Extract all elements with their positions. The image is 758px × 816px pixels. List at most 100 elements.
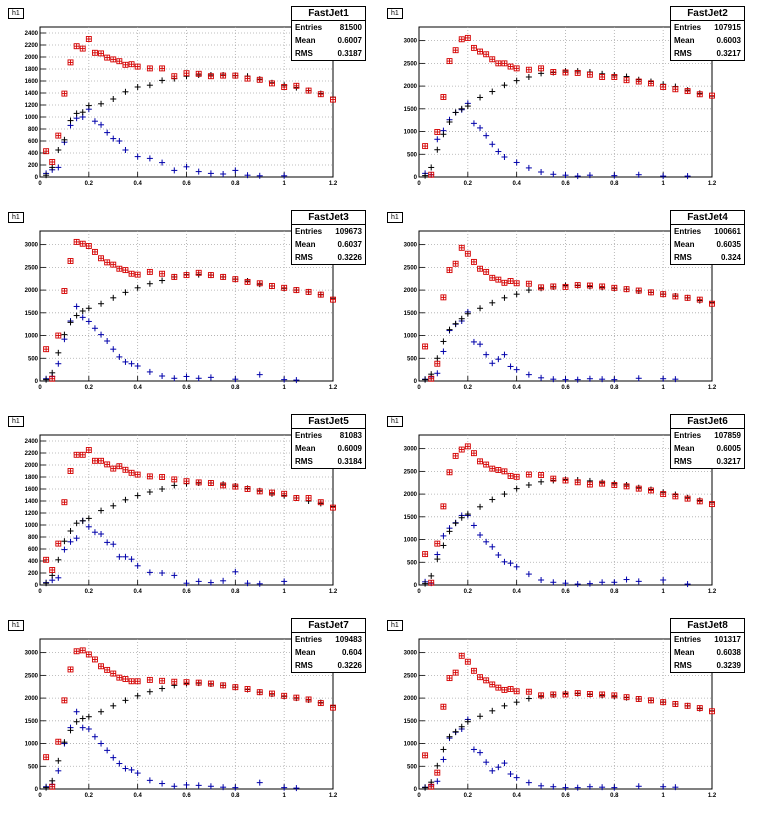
red-point <box>330 96 336 103</box>
red-point <box>55 540 62 547</box>
black-point <box>513 291 520 298</box>
stats-row-rms: RMS 0.3239 <box>671 659 744 672</box>
red-point <box>495 467 502 473</box>
red-point <box>446 267 453 274</box>
x-tick-label: 0.8 <box>231 589 240 595</box>
stats-row-mean: Mean 0.6037 <box>292 238 365 251</box>
red-point <box>684 294 691 301</box>
stats-box: FastJet4 Entries 100661 Mean 0.6035 RMS 0.324 <box>670 210 745 265</box>
blue-point <box>104 338 111 344</box>
red-point <box>648 487 654 494</box>
blue-point <box>207 374 214 381</box>
y-tick-label: 2500 <box>404 61 418 67</box>
blue-point <box>489 543 496 550</box>
red-point <box>562 283 569 290</box>
black-point <box>159 486 166 492</box>
black-point <box>43 784 50 791</box>
x-tick-label: 0.2 <box>464 589 473 595</box>
stats-value: 0.3226 <box>337 661 362 670</box>
red-point <box>73 648 80 655</box>
red-point <box>507 278 514 284</box>
blue-point <box>232 167 239 174</box>
red-point <box>623 77 630 84</box>
x-tick-label: 1.2 <box>329 181 338 187</box>
blue-point <box>525 371 532 378</box>
x-tick-label: 0.4 <box>133 793 142 799</box>
x-tick-label: 0.8 <box>231 181 240 187</box>
stats-title: FastJet6 <box>671 415 744 429</box>
red-point <box>501 686 508 693</box>
red-point <box>244 278 251 285</box>
x-tick-label: 1.2 <box>708 181 717 187</box>
stats-label: Entries <box>674 23 702 32</box>
blue-point <box>67 538 74 545</box>
black-point <box>477 94 484 101</box>
blue-point <box>134 770 141 777</box>
blue-point <box>470 522 477 529</box>
red-point <box>269 80 275 87</box>
black-point <box>489 707 496 714</box>
x-tick-label: 0 <box>38 181 42 187</box>
x-tick-label: 0.4 <box>133 385 142 391</box>
red-point <box>85 36 92 42</box>
black-point <box>43 376 50 383</box>
blue-point <box>470 338 477 345</box>
black-point <box>446 733 453 740</box>
black-point <box>434 355 441 362</box>
red-point <box>91 656 98 663</box>
x-tick-label: 1 <box>282 793 286 799</box>
black-point <box>434 146 441 153</box>
stats-value: 109673 <box>335 227 362 236</box>
red-point <box>91 457 98 464</box>
black-point <box>171 482 178 489</box>
red-point <box>507 472 514 479</box>
black-point <box>501 82 508 89</box>
stats-box: FastJet2 Entries 107915 Mean 0.6003 RMS 0.3217 <box>670 6 745 61</box>
x-tick-label: 0.4 <box>512 181 521 187</box>
red-point <box>562 477 569 484</box>
y-tick-label: 2500 <box>404 265 418 271</box>
red-point <box>525 66 532 73</box>
blue-point <box>562 784 569 791</box>
red-point <box>146 268 153 275</box>
stats-label: Mean <box>295 36 316 45</box>
black-point <box>458 723 465 730</box>
histogram-tag: h1 <box>8 416 24 427</box>
stats-label: Entries <box>295 635 323 644</box>
red-point <box>43 346 50 353</box>
blue-point <box>611 579 618 586</box>
stats-label: RMS <box>295 661 313 670</box>
blue-point <box>538 782 545 789</box>
red-point <box>134 471 141 478</box>
stats-value: 0.6035 <box>716 240 741 249</box>
y-tick-label: 1200 <box>25 511 39 517</box>
y-tick-label: 1000 <box>25 742 39 748</box>
red-point <box>501 60 508 67</box>
red-point <box>483 677 490 684</box>
y-tick-label: 1600 <box>25 79 39 85</box>
red-point <box>110 261 117 268</box>
blue-point <box>501 558 508 565</box>
blue-point <box>122 553 129 560</box>
red-point <box>428 375 435 382</box>
black-point <box>61 739 68 746</box>
red-point <box>489 465 496 472</box>
y-tick-label: 3000 <box>25 651 39 657</box>
red-point <box>489 56 496 63</box>
stats-row-mean: Mean 0.6003 <box>671 34 744 47</box>
y-tick-label: 500 <box>28 764 39 770</box>
red-point <box>660 491 667 498</box>
red-point <box>464 250 471 257</box>
blue-point <box>281 376 288 383</box>
black-point <box>477 305 484 312</box>
x-tick-label: 1.2 <box>708 385 717 391</box>
histogram-tag: h1 <box>387 8 403 19</box>
black-point <box>73 312 80 319</box>
red-point <box>128 678 135 685</box>
red-point <box>458 652 465 659</box>
red-point <box>538 284 545 291</box>
y-tick-label: 2000 <box>25 696 39 702</box>
x-tick-label: 0 <box>417 181 421 187</box>
blue-point <box>91 529 98 536</box>
black-point <box>67 727 74 734</box>
